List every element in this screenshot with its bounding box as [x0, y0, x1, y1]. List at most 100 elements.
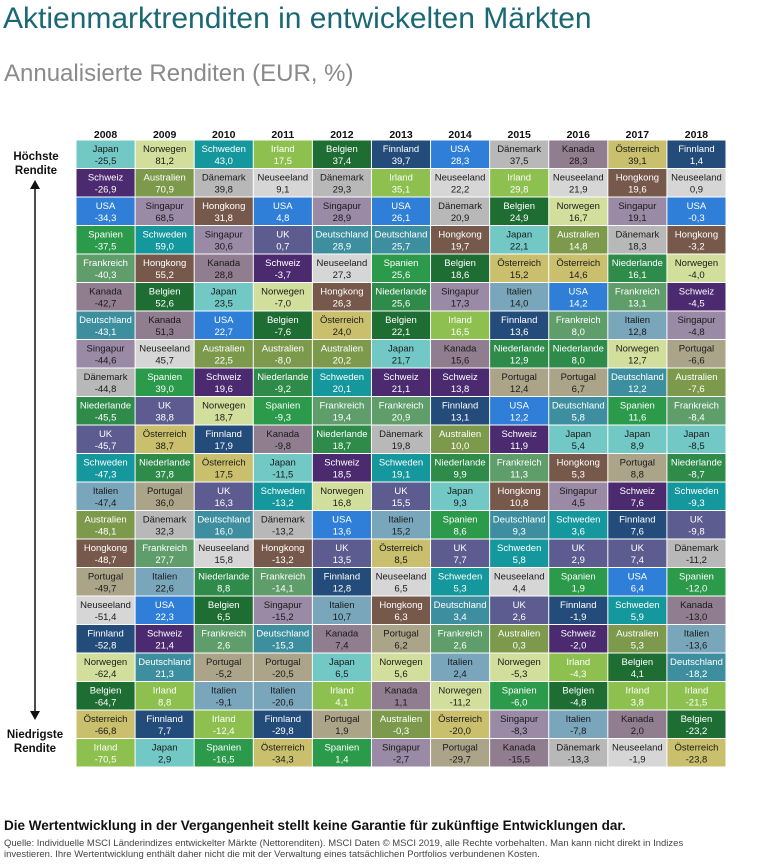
return-cell-bg: [135, 397, 194, 425]
return-value-label: -4,5: [688, 299, 704, 310]
country-label: Niederlande: [434, 458, 485, 469]
return-cell-bg: [490, 568, 549, 596]
country-label: Niederlande: [198, 572, 249, 583]
return-cell-bg: [312, 368, 371, 396]
return-value-label: -9,1: [216, 698, 232, 709]
country-label: Irland: [212, 714, 236, 725]
return-cell-bg: [76, 283, 135, 311]
return-value-label: 13,1: [451, 413, 470, 424]
return-value-label: 38,8: [155, 413, 174, 424]
return-value-label: 22,2: [451, 185, 470, 196]
lowest-return-label-line2: Rendite: [13, 743, 57, 755]
return-cell: Kanada-13,0: [667, 596, 726, 624]
country-label: Schweiz: [501, 429, 537, 440]
return-cell-bg: [194, 169, 253, 197]
return-value-label: 81,2: [155, 156, 174, 167]
country-label: Portugal: [561, 372, 596, 383]
return-cell: Italien-13,6: [667, 625, 726, 653]
return-cell-bg: [371, 710, 431, 738]
return-cell-bg: [667, 682, 726, 710]
country-label: Kanada: [444, 344, 477, 355]
return-cell-bg: [431, 425, 490, 453]
return-cell: Niederlande-9,2: [253, 368, 312, 396]
return-value-label: -12,4: [213, 726, 235, 737]
return-value-label: 19,6: [214, 384, 233, 395]
return-cell-bg: [549, 625, 608, 653]
return-value-label: -6,0: [511, 698, 527, 709]
country-label: Australien: [84, 515, 126, 526]
return-cell-bg: [135, 368, 194, 396]
country-label: USA: [628, 572, 648, 583]
return-cell-bg: [667, 368, 726, 396]
country-label: Deutschland: [611, 372, 664, 383]
country-label: Frankreich: [83, 258, 128, 269]
return-value-label: 24,0: [333, 327, 352, 338]
return-value-label: -9,3: [275, 413, 291, 424]
return-cell-bg: [312, 226, 371, 254]
country-label: Belgien: [208, 600, 240, 611]
country-label: Kanada: [207, 258, 240, 269]
return-value-label: 17,3: [451, 299, 470, 310]
return-cell-bg: [76, 482, 135, 510]
country-label: Japan: [565, 429, 591, 440]
country-label: Singapur: [87, 344, 125, 355]
return-cell-bg: [490, 197, 549, 225]
return-cell-bg: [608, 539, 667, 567]
country-label: Spanien: [502, 686, 537, 697]
return-cell: Irland-70,5: [76, 739, 135, 767]
return-value-label: 7,4: [631, 555, 644, 566]
return-cell-bg: [253, 368, 312, 396]
return-cell: Österreich-23,8: [667, 739, 726, 767]
country-label: Hongkong: [379, 600, 422, 611]
country-label: Dänemark: [143, 515, 187, 526]
country-label: Spanien: [384, 258, 419, 269]
return-value-label: 14,0: [510, 299, 529, 310]
return-value-label: -3,2: [688, 242, 704, 253]
return-cell-bg: [490, 539, 549, 567]
return-value-label: -9,2: [275, 384, 291, 395]
country-label: Schweiz: [561, 629, 597, 640]
return-value-label: -66,8: [95, 726, 117, 737]
return-value-label: 21,7: [392, 356, 411, 367]
return-cell-bg: [608, 425, 667, 453]
year-label: 2017: [626, 129, 650, 141]
country-label: Portugal: [679, 344, 714, 355]
return-value-label: -13,0: [686, 612, 708, 623]
return-cell-bg: [194, 710, 253, 738]
return-cell: Niederlande-45,5: [76, 397, 135, 425]
country-label: Australien: [616, 629, 658, 640]
return-value-label: 6,4: [631, 584, 644, 595]
return-cell-bg: [549, 482, 608, 510]
return-value-label: -13,3: [567, 755, 589, 766]
return-cell-bg: [371, 340, 431, 368]
return-cell-bg: [194, 254, 253, 282]
return-value-label: -8,4: [688, 413, 704, 424]
return-cell-bg: [253, 254, 312, 282]
return-cell: Belgien-23,2: [667, 710, 726, 738]
country-label: Kanada: [266, 429, 299, 440]
return-value-label: 9,3: [453, 498, 466, 509]
return-cell-bg: [76, 340, 135, 368]
country-label: Österreich: [143, 429, 187, 440]
country-label: Spanien: [206, 743, 241, 754]
country-label: Portugal: [265, 657, 300, 668]
return-cell-bg: [76, 710, 135, 738]
